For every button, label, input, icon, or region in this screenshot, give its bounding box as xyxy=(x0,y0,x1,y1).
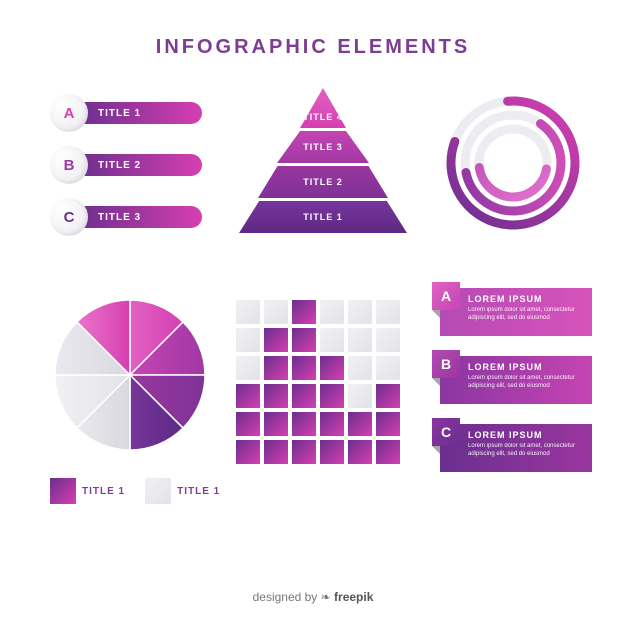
legend-label: TITLE 1 xyxy=(82,486,125,497)
banner-list: LOREM IPSUM Lorem ipsum dolor sit amet, c… xyxy=(432,282,592,486)
grid-cell xyxy=(264,300,288,324)
grid-cell xyxy=(236,300,260,324)
grid-cell xyxy=(348,300,372,324)
leaf-icon: ❧ xyxy=(321,590,334,604)
legend: TITLE 1 TITLE 1 xyxy=(50,478,220,504)
pill-badge: B xyxy=(50,146,88,184)
legend-swatch xyxy=(145,478,171,504)
banner-body: LOREM IPSUM Lorem ipsum dolor sit amet, c… xyxy=(440,356,592,404)
grid-cell xyxy=(320,412,344,436)
grid-cell xyxy=(292,300,316,324)
grid-cell xyxy=(348,328,372,352)
pill-label: TITLE 1 xyxy=(76,102,202,124)
grid-cell xyxy=(376,356,400,380)
banner-title: LOREM IPSUM xyxy=(468,430,584,440)
pyramid-chart: TITLE 4TITLE 3TITLE 2TITLE 1 xyxy=(238,88,408,236)
pill-badge: A xyxy=(50,94,88,132)
banner-text: Lorem ipsum dolor sit amet, consectetur … xyxy=(468,307,584,322)
grid-cell xyxy=(236,384,260,408)
grid-cell xyxy=(320,356,344,380)
grid-cell xyxy=(236,412,260,436)
footer-prefix: designed by xyxy=(253,590,321,604)
grid-cell xyxy=(376,440,400,464)
pill-label: TITLE 2 xyxy=(76,154,202,176)
banner-tab: C xyxy=(432,418,460,446)
grid-cell xyxy=(348,412,372,436)
grid-cell xyxy=(292,440,316,464)
pill-label: TITLE 3 xyxy=(76,206,202,228)
grid-cell xyxy=(264,412,288,436)
banner-tab: B xyxy=(432,350,460,378)
grid-cell xyxy=(264,328,288,352)
pill-item: ATITLE 1 xyxy=(50,96,202,130)
pill-item: CTITLE 3 xyxy=(50,200,202,234)
banner-item: LOREM IPSUM Lorem ipsum dolor sit amet, c… xyxy=(432,418,592,472)
pill-badge: C xyxy=(50,198,88,236)
grid-cell xyxy=(264,384,288,408)
footer-brand: freepik xyxy=(334,590,373,604)
grid-cell xyxy=(376,328,400,352)
pill-list: ATITLE 1 BTITLE 2 CTITLE 3 xyxy=(50,96,202,252)
pyramid-layer: TITLE 4 xyxy=(300,88,346,128)
banner-title: LOREM IPSUM xyxy=(468,294,584,304)
pill-item: BTITLE 2 xyxy=(50,148,202,182)
grid-cell xyxy=(292,384,316,408)
page-title: INFOGRAPHIC ELEMENTS xyxy=(0,0,626,59)
radial-ring xyxy=(474,124,553,203)
banner-body: LOREM IPSUM Lorem ipsum dolor sit amet, c… xyxy=(440,424,592,472)
grid-cell xyxy=(236,356,260,380)
banner-item: LOREM IPSUM Lorem ipsum dolor sit amet, c… xyxy=(432,350,592,404)
grid-cell xyxy=(376,412,400,436)
pyramid-layer: TITLE 3 xyxy=(277,131,369,163)
banner-item: LOREM IPSUM Lorem ipsum dolor sit amet, c… xyxy=(432,282,592,336)
banner-text: Lorem ipsum dolor sit amet, consectetur … xyxy=(468,443,584,458)
grid-bar-chart xyxy=(236,300,412,468)
pyramid-layer: TITLE 2 xyxy=(258,166,388,198)
grid-cell xyxy=(320,328,344,352)
grid-cell xyxy=(236,328,260,352)
pyramid-layer: TITLE 1 xyxy=(239,201,407,233)
footer-credit: designed by ❧ freepik xyxy=(0,590,626,604)
grid-cell xyxy=(348,356,372,380)
radial-chart xyxy=(442,92,584,234)
grid-cell xyxy=(264,356,288,380)
grid-cell xyxy=(292,356,316,380)
grid-cell xyxy=(320,440,344,464)
grid-cell xyxy=(320,384,344,408)
grid-cell xyxy=(236,440,260,464)
pie-chart xyxy=(55,300,205,450)
legend-swatch xyxy=(50,478,76,504)
banner-text: Lorem ipsum dolor sit amet, consectetur … xyxy=(468,375,584,390)
grid-cell xyxy=(348,440,372,464)
grid-cell xyxy=(292,412,316,436)
banner-body: LOREM IPSUM Lorem ipsum dolor sit amet, c… xyxy=(440,288,592,336)
grid-cell xyxy=(264,440,288,464)
grid-cell xyxy=(348,384,372,408)
grid-cell xyxy=(320,300,344,324)
grid-cell xyxy=(376,300,400,324)
legend-label: TITLE 1 xyxy=(177,486,220,497)
grid-cell xyxy=(376,384,400,408)
banner-title: LOREM IPSUM xyxy=(468,362,584,372)
banner-tab: A xyxy=(432,282,460,310)
grid-cell xyxy=(292,328,316,352)
